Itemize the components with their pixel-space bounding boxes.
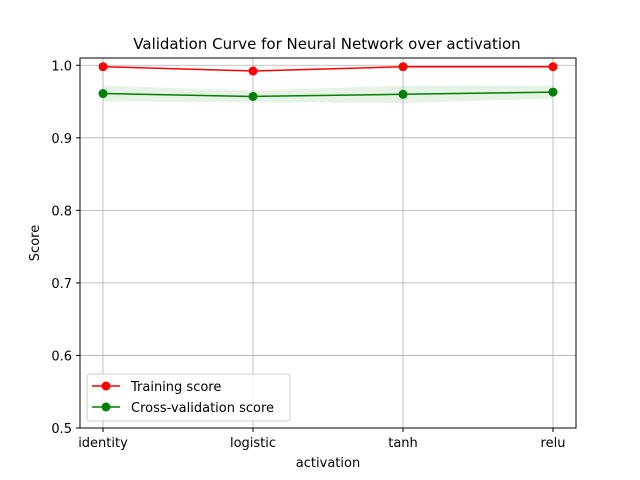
y-tick-label-1: 0.6: [51, 349, 72, 364]
y-tick-label-5: 1.0: [51, 59, 72, 74]
legend-label-1: Cross-validation score: [131, 401, 274, 416]
series-0-point-1: [248, 66, 258, 76]
series-0-point-3: [548, 62, 558, 72]
series-0-point-2: [398, 62, 408, 72]
y-axis-label: Score: [28, 225, 43, 261]
series-line-0: [102, 65, 553, 72]
confidence-band-1: [103, 85, 553, 103]
legend-box: [86, 373, 291, 422]
y-tick-label-3: 0.8: [51, 204, 72, 219]
x-tick-label-1: logistic: [230, 436, 276, 451]
y-tick-label-4: 0.9: [51, 132, 72, 147]
series-points: [98, 62, 558, 101]
y-axis-ticks: 0.5 0.6 0.7 0.8 0.9 1.0: [51, 59, 80, 437]
x-tick-label-0: identity: [78, 436, 128, 451]
series-1-point-0: [98, 89, 108, 99]
chart-title: Validation Curve for Neural Network over…: [133, 35, 520, 53]
series-lines: [102, 65, 554, 98]
x-tick-label-2: tanh: [388, 436, 418, 451]
legend-marker-0: [101, 381, 111, 391]
series-1-point-2: [398, 89, 408, 99]
y-tick-label-2: 0.7: [51, 277, 72, 292]
x-axis-label: activation: [296, 456, 360, 471]
x-tick-label-3: relu: [541, 436, 566, 451]
confidence-bands: [103, 85, 553, 103]
series-1-point-1: [248, 91, 258, 101]
y-tick-label-0: 0.5: [51, 422, 72, 437]
legend-label-0: Training score: [130, 380, 221, 395]
x-axis-ticks: identity logistic tanh relu: [78, 428, 565, 451]
legend: Training score Cross-validation score: [86, 373, 291, 422]
series-0-point-0: [98, 62, 108, 72]
series-1-point-3: [548, 87, 558, 97]
plot-area-frame: [79, 57, 577, 429]
legend-marker-1: [101, 402, 111, 412]
series-line-1: [102, 91, 554, 98]
